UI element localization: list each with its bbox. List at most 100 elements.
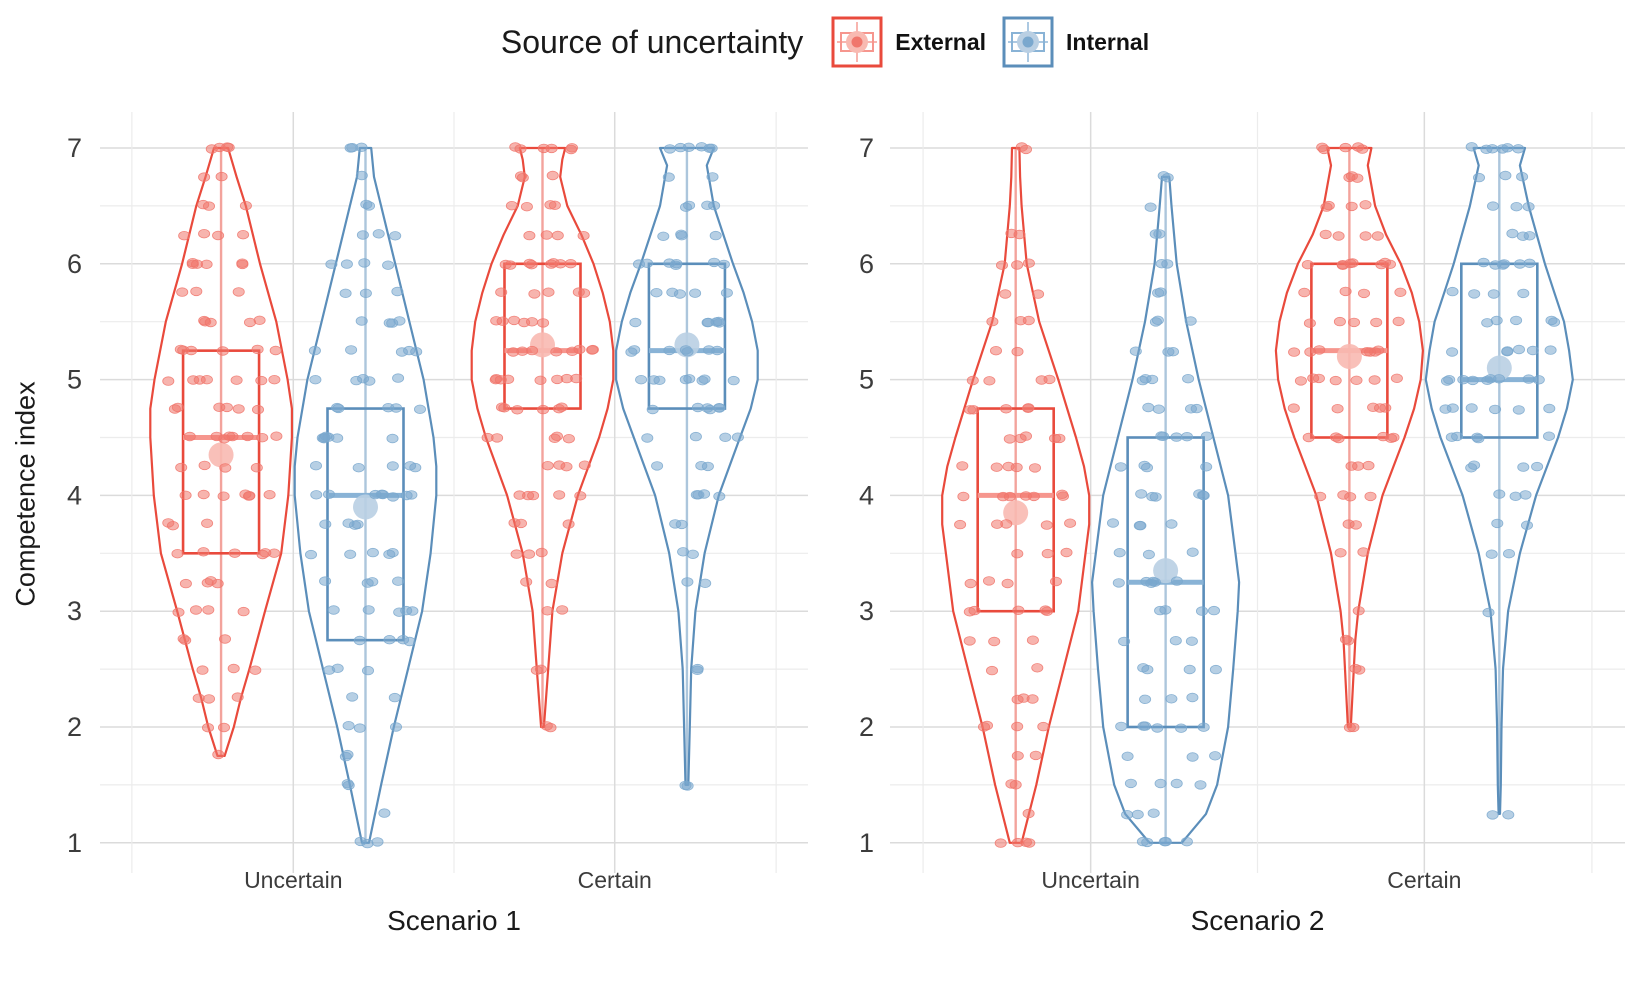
data-point (1513, 344, 1526, 355)
data-point (1384, 259, 1397, 270)
data-point (511, 405, 524, 415)
data-point (1148, 577, 1161, 587)
data-point (625, 347, 638, 357)
data-point (268, 548, 281, 558)
violin-scenario-2-certain-external (1274, 142, 1425, 733)
data-point (550, 347, 563, 357)
data-point (1493, 489, 1506, 499)
data-point (1352, 461, 1365, 471)
data-point (523, 258, 536, 269)
data-point (1200, 431, 1213, 441)
data-point (1481, 318, 1494, 328)
data-point (698, 374, 711, 384)
data-point (689, 431, 702, 442)
data-point (1519, 490, 1532, 500)
data-point (342, 721, 355, 731)
data-point (217, 722, 230, 733)
data-point (309, 375, 322, 385)
data-point (332, 403, 345, 414)
data-point (651, 461, 664, 471)
data-point (218, 634, 231, 644)
data-point (1329, 375, 1342, 386)
data-point (213, 402, 226, 413)
data-point (544, 200, 557, 210)
data-point (390, 403, 403, 413)
data-point (1011, 260, 1024, 270)
violin-scenario-1-certain-external (470, 142, 615, 733)
data-point (397, 635, 410, 645)
data-point (341, 749, 354, 760)
x-tick-label: Uncertain (1041, 867, 1139, 893)
data-point (1000, 404, 1013, 414)
data-point (231, 692, 244, 702)
data-point (241, 431, 254, 442)
data-point (1523, 231, 1536, 241)
data-point (1465, 403, 1478, 413)
data-point (1368, 375, 1381, 385)
data-point (657, 231, 670, 242)
data-point (216, 346, 229, 356)
data-point (230, 375, 243, 385)
data-point (1196, 606, 1209, 616)
data-point (675, 519, 688, 530)
data-point (251, 404, 264, 415)
data-point (578, 288, 591, 298)
data-point (1197, 722, 1210, 732)
data-point (547, 258, 560, 268)
data-point (1180, 837, 1193, 847)
data-point (175, 462, 188, 473)
data-point (186, 258, 199, 268)
data-point (217, 491, 230, 501)
data-point (372, 229, 385, 239)
data-point (386, 492, 399, 502)
data-point (1349, 520, 1362, 530)
y-axis-title: Competence index (10, 381, 41, 607)
y-tick-label: 7 (67, 133, 82, 163)
data-point (1496, 144, 1509, 154)
data-point (731, 432, 744, 442)
data-point (1041, 548, 1054, 559)
data-point (1011, 837, 1024, 848)
data-point (1009, 780, 1022, 790)
data-point (1107, 518, 1120, 528)
data-point (237, 229, 250, 240)
data-point (319, 519, 332, 529)
data-point (562, 434, 575, 444)
data-point (507, 347, 520, 357)
data-point (1060, 547, 1073, 558)
data-point (1487, 289, 1500, 299)
data-point (653, 375, 666, 386)
data-point (386, 433, 399, 444)
data-point (388, 692, 401, 703)
data-point (1489, 404, 1502, 415)
data-point (682, 142, 695, 153)
data-point (1346, 258, 1359, 268)
data-point (1003, 434, 1016, 444)
data-point (1026, 635, 1039, 645)
data-point (221, 142, 234, 152)
data-point (359, 288, 372, 299)
data-point (352, 463, 365, 473)
data-point (1041, 606, 1054, 617)
data-point (1387, 432, 1400, 443)
violin-scenario-2-uncertain-internal (1090, 171, 1241, 848)
data-point (340, 259, 353, 269)
data-point (1200, 462, 1213, 472)
data-point (1446, 347, 1459, 357)
data-point (371, 837, 384, 847)
data-point (577, 230, 590, 241)
data-point (720, 288, 733, 298)
data-point (681, 577, 694, 587)
violin-scenario-2-certain-internal (1424, 142, 1574, 820)
data-point (386, 461, 399, 471)
data-point (1142, 402, 1155, 413)
data-point (541, 461, 554, 471)
data-point (1352, 606, 1365, 616)
data-point (1545, 315, 1558, 326)
data-point (308, 345, 321, 356)
facet-title: Scenario 2 (1191, 905, 1325, 936)
mean-dot (353, 494, 378, 520)
data-point (1312, 373, 1325, 384)
y-tick-label: 4 (67, 480, 82, 510)
data-point (361, 578, 374, 588)
